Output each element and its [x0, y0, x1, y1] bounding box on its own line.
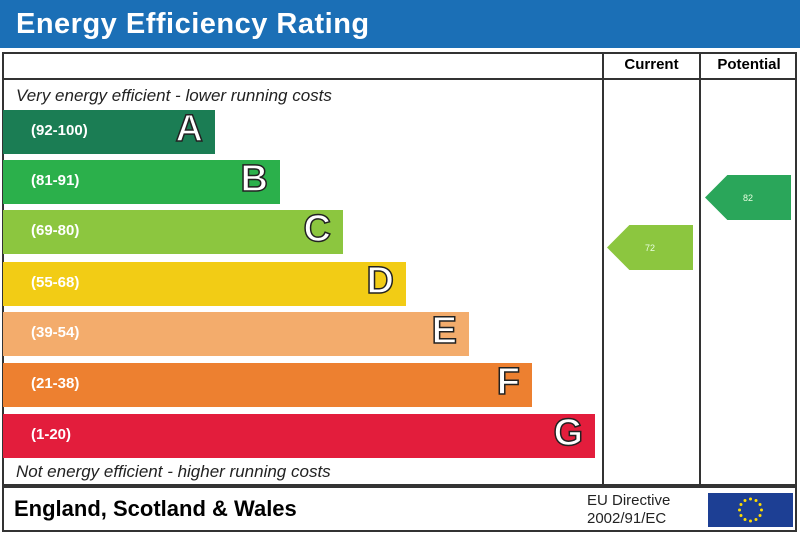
star	[749, 497, 752, 501]
band-letter: C	[303, 207, 332, 251]
star	[739, 514, 743, 517]
band-letter: D	[366, 259, 395, 303]
band-letter: F	[496, 360, 521, 404]
directive-line2: 2002/91/EC	[587, 510, 667, 527]
band-letter: A	[175, 107, 204, 151]
band-range: (92-100)	[31, 122, 88, 139]
band-range: (21-38)	[31, 375, 80, 392]
star	[738, 508, 741, 512]
star	[754, 518, 758, 522]
footer-divider	[2, 486, 797, 488]
star	[754, 498, 758, 502]
band-range: (81-91)	[31, 172, 80, 189]
bar-C: (69-80) C	[3, 207, 343, 254]
footer	[2, 486, 797, 532]
eu-flag-icon	[708, 493, 793, 527]
bar-F: (21-38) F	[3, 360, 532, 407]
country-label: England, Scotland & Wales	[14, 496, 297, 521]
bar-D: (55-68) D	[3, 259, 406, 306]
potential-rating-value: 82	[742, 192, 753, 203]
band-letter: B	[240, 157, 269, 201]
star	[739, 503, 743, 506]
bar-B: (81-91) B	[3, 157, 280, 204]
eu-directive: EU Directive 2002/91/EC	[587, 492, 670, 528]
star	[758, 514, 762, 517]
bar-G: (1-20) G	[3, 411, 595, 458]
star	[749, 519, 752, 523]
bottom-caption: Not energy efficient - higher running co…	[16, 462, 331, 481]
header-divider	[2, 78, 797, 80]
bar-E: (39-54) E	[3, 309, 469, 356]
band-letter: E	[431, 309, 458, 353]
page-title: Energy Efficiency Rating	[0, 0, 800, 48]
band-range: (1-20)	[31, 426, 72, 443]
divider	[699, 52, 701, 486]
star	[760, 508, 763, 512]
band-letter: G	[553, 411, 584, 455]
band-range: (69-80)	[31, 222, 80, 239]
divider	[602, 52, 604, 486]
star	[758, 503, 762, 506]
band-range: (55-68)	[31, 274, 80, 291]
current-rating-value: 72	[644, 242, 655, 253]
column-current: Current	[624, 56, 679, 73]
star	[743, 518, 747, 522]
band-range: (39-54)	[31, 324, 80, 341]
star	[743, 498, 747, 502]
top-caption: Very energy efficient - lower running co…	[16, 86, 332, 105]
directive-line1: EU Directive	[587, 492, 671, 509]
bar-A: (92-100) A	[3, 107, 215, 154]
column-potential: Potential	[717, 56, 781, 73]
